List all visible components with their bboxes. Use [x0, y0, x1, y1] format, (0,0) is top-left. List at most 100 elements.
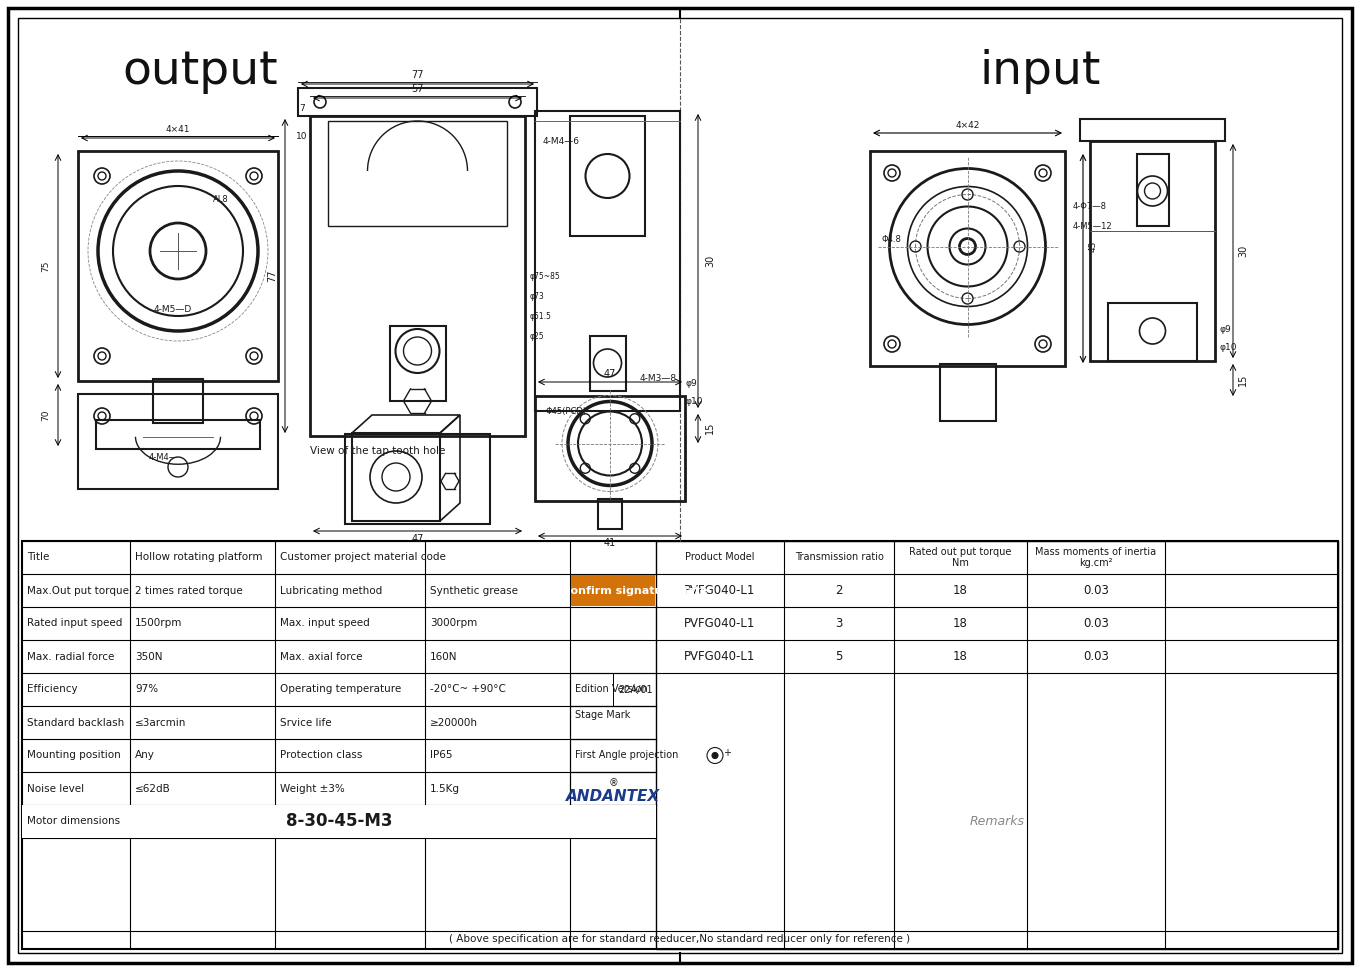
Text: Max. input speed: Max. input speed [280, 619, 370, 628]
Text: Motor dimensions: Motor dimensions [27, 817, 120, 826]
Text: PVFG040-L1: PVFG040-L1 [684, 584, 756, 597]
Bar [78, 394, 277, 489]
Text: 18: 18 [953, 584, 968, 597]
Text: 0.03: 0.03 [1083, 584, 1108, 597]
Text: φ10: φ10 [1220, 343, 1238, 352]
Bar [389, 326, 446, 401]
Bar [1137, 154, 1168, 226]
Text: 4-M3—8: 4-M3—8 [641, 374, 677, 383]
Text: 30: 30 [704, 254, 715, 267]
Text: Efficiency: Efficiency [27, 685, 78, 694]
Text: 57: 57 [411, 84, 424, 94]
Text: 5: 5 [835, 650, 843, 663]
Circle shape [713, 753, 718, 758]
Text: input: input [979, 49, 1100, 93]
Text: 47: 47 [411, 534, 424, 544]
Text: Lubricating method: Lubricating method [280, 586, 382, 595]
Bar [534, 396, 685, 501]
Bar [940, 364, 996, 421]
Text: 4×41: 4×41 [166, 124, 190, 133]
Text: output: output [122, 49, 277, 93]
Bar [22, 541, 1338, 949]
Text: PVFG040-L1: PVFG040-L1 [684, 617, 756, 630]
Text: 8-30-45-M3: 8-30-45-M3 [286, 813, 392, 830]
Text: 18: 18 [953, 650, 968, 663]
Text: Stage Mark: Stage Mark [575, 710, 631, 720]
Text: 1.5Kg: 1.5Kg [430, 784, 460, 793]
Bar [97, 420, 260, 449]
Bar [78, 151, 277, 381]
Text: 4-M4—6: 4-M4—6 [543, 137, 579, 146]
Text: Edition Version: Edition Version [575, 685, 647, 694]
Text: 8-30-45-M3: 8-30-45-M3 [276, 812, 401, 831]
Bar [1089, 141, 1214, 361]
Text: ANDANTEX: ANDANTEX [566, 789, 660, 804]
Bar [22, 805, 656, 838]
Text: 10: 10 [296, 131, 307, 141]
Text: IP65: IP65 [430, 751, 453, 760]
Text: Rated out put torque
Nm: Rated out put torque Nm [910, 547, 1012, 568]
Text: Protection class: Protection class [280, 751, 362, 760]
Text: 77: 77 [411, 70, 424, 80]
Text: 22A/01: 22A/01 [617, 685, 653, 694]
Text: Φ45(PCD): Φ45(PCD) [545, 407, 586, 416]
Text: 75: 75 [42, 260, 50, 272]
Text: 4-M5—12: 4-M5—12 [1073, 221, 1112, 230]
Bar [1108, 303, 1197, 361]
Text: Mounting position: Mounting position [27, 751, 121, 760]
Text: 4-M5—D: 4-M5—D [154, 305, 192, 314]
Bar [345, 434, 490, 524]
Bar [534, 111, 680, 411]
Text: View of the tap tooth hole: View of the tap tooth hole [310, 446, 445, 456]
Text: ≥20000h: ≥20000h [430, 718, 477, 727]
Text: ®: ® [608, 779, 617, 788]
Bar [570, 116, 645, 236]
Text: 4-M4—: 4-M4— [148, 452, 178, 461]
Text: Customer project material code: Customer project material code [280, 552, 446, 562]
Text: 47: 47 [604, 369, 616, 379]
Text: Mass moments of inertia
kg.cm²: Mass moments of inertia kg.cm² [1035, 547, 1156, 568]
Text: Transmission ratio: Transmission ratio [794, 552, 884, 562]
Text: Please confirm signature/date: Please confirm signature/date [518, 586, 707, 595]
Text: 2: 2 [835, 584, 843, 597]
Text: ≤3arcmin: ≤3arcmin [135, 718, 186, 727]
Bar [598, 499, 622, 529]
Text: First Angle projection: First Angle projection [575, 751, 679, 760]
Text: 160N: 160N [430, 652, 457, 661]
Text: ≤62dB: ≤62dB [135, 784, 171, 793]
Text: Rated input speed: Rated input speed [27, 619, 122, 628]
Text: φ9: φ9 [1220, 324, 1232, 333]
Text: 350N: 350N [135, 652, 162, 661]
Text: ( Above specification are for standard reeducer,No standard reducer only for ref: ( Above specification are for standard r… [449, 934, 911, 944]
Bar [298, 88, 537, 116]
Text: 43: 43 [1088, 241, 1098, 252]
Bar [571, 575, 656, 606]
Text: 77: 77 [267, 270, 277, 283]
Text: Noise level: Noise level [27, 784, 84, 793]
Text: φ25: φ25 [530, 331, 544, 341]
Text: Standard backlash: Standard backlash [27, 718, 124, 727]
Text: Max. radial force: Max. radial force [27, 652, 114, 661]
Bar [152, 379, 203, 423]
Text: 15: 15 [1238, 374, 1248, 386]
Text: φ9: φ9 [685, 379, 696, 387]
Text: 18: 18 [953, 617, 968, 630]
Text: 3: 3 [835, 617, 843, 630]
Text: PVFG040-L1: PVFG040-L1 [684, 650, 756, 663]
Text: Srvice life: Srvice life [280, 718, 332, 727]
Bar [870, 151, 1065, 366]
Text: 97%: 97% [135, 685, 158, 694]
Text: Product Model: Product Model [685, 552, 755, 562]
Bar [589, 336, 626, 391]
Text: 1500rpm: 1500rpm [135, 619, 182, 628]
Text: 70: 70 [42, 409, 50, 420]
Text: 7: 7 [299, 104, 305, 113]
Text: 30: 30 [1238, 245, 1248, 257]
Text: 15: 15 [704, 421, 715, 434]
Text: Motor dimensions: Motor dimensions [27, 817, 120, 826]
Text: φ51.5: φ51.5 [530, 312, 552, 320]
Text: Max.Out put torque: Max.Out put torque [27, 586, 129, 595]
Bar [352, 433, 441, 521]
Text: 3000rpm: 3000rpm [430, 619, 477, 628]
Text: φ10: φ10 [685, 396, 703, 406]
